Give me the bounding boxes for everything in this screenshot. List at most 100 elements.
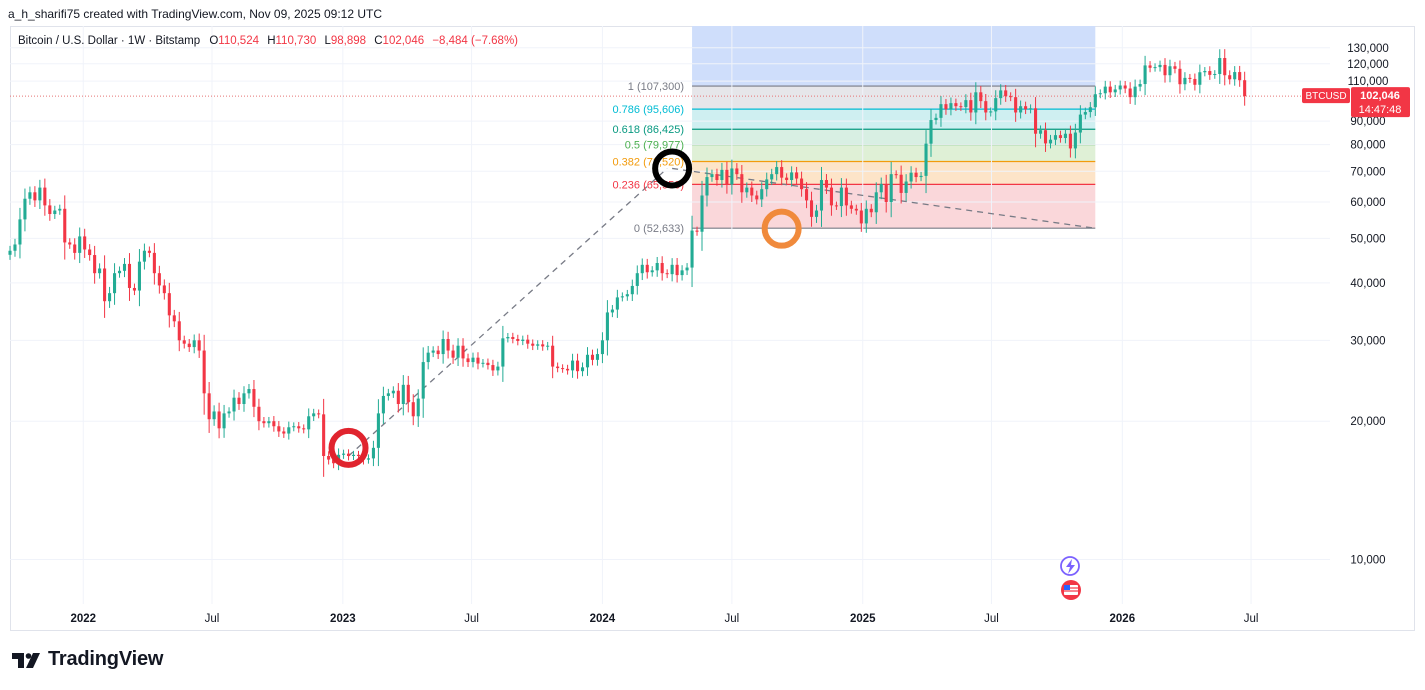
candle-body (1193, 78, 1197, 85)
candle-body (1178, 68, 1182, 85)
grid-lines (10, 26, 1330, 604)
candle-body (416, 398, 420, 417)
candle-body (571, 360, 575, 371)
close-label: C (374, 35, 383, 47)
candle-body (252, 389, 256, 407)
candle-body (1233, 72, 1237, 80)
candle-body (1168, 66, 1172, 76)
candle-body (122, 263, 127, 271)
y-tick-label: 60,000 (1350, 197, 1385, 209)
candle-body (859, 210, 863, 224)
candle-body (655, 263, 659, 271)
candle-body (720, 169, 724, 181)
candle-body (476, 357, 480, 364)
candle-body (202, 350, 206, 394)
tradingview-logo[interactable]: TradingView (12, 648, 163, 671)
fibonacci-retracement[interactable] (692, 26, 1096, 229)
candle-body (680, 270, 684, 276)
candle-body (351, 454, 356, 456)
candle-body (765, 179, 769, 190)
candle-body (914, 172, 918, 178)
y-tick-label: 90,000 (1350, 116, 1385, 128)
candle-body (376, 413, 380, 448)
fib-level-label: 1 (107,300) (628, 81, 684, 93)
candle-body (541, 344, 545, 347)
x-tick-label: Jul (725, 613, 740, 625)
candle-body (1053, 135, 1058, 140)
candle-body (1153, 67, 1157, 69)
candle-body (685, 267, 689, 271)
candle-body (690, 230, 694, 268)
candle-body (551, 345, 555, 367)
candle-body (615, 297, 619, 310)
fib-level-label: 0.786 (95,606) (612, 104, 684, 116)
price-axis[interactable]: 10,000 20,000 30,000 40,000 50,000 60,000 70,0… (1347, 43, 1389, 567)
candle-body (1243, 80, 1247, 97)
x-tick-label: Jul (1244, 613, 1259, 625)
candle-body (800, 178, 804, 190)
candle-body (426, 352, 430, 363)
candle-body (809, 200, 814, 217)
candle-body (1073, 132, 1077, 149)
candle-body (989, 111, 993, 113)
candle-body (954, 103, 958, 107)
candle-body (162, 285, 166, 294)
candle-body (805, 189, 809, 201)
candle-body (1148, 65, 1152, 68)
fib-level-label: 0 (52,633) (634, 223, 684, 235)
candle-body (391, 390, 395, 394)
candle-body (526, 339, 530, 344)
candle-body (302, 428, 306, 430)
candle-body (695, 230, 699, 232)
candle-body (451, 350, 455, 358)
candle-body (675, 264, 679, 276)
fib-zone (692, 26, 1096, 87)
candle-body (1078, 114, 1082, 133)
fib-level-label: 0.618 (86,425) (612, 124, 684, 136)
candle-body (212, 411, 216, 420)
candle-body (491, 365, 495, 371)
candle-body (272, 421, 276, 427)
candle-body (1088, 107, 1092, 113)
ticker-tag-text: BTCUSD (1305, 91, 1346, 102)
y-tick-label: 40,000 (1350, 278, 1385, 290)
candle-body (630, 285, 634, 295)
candle-body (237, 397, 241, 405)
candle-body (874, 192, 878, 213)
candle-body (381, 395, 385, 414)
candle-body (1058, 135, 1062, 139)
circle-markers[interactable] (328, 148, 802, 468)
bolt-icon (1066, 559, 1075, 574)
candle-body (396, 390, 400, 405)
candle-body (710, 174, 714, 178)
candle-body (38, 187, 42, 201)
y-tick-label: 20,000 (1350, 416, 1385, 428)
open-value: 110,524 (218, 35, 259, 47)
candle-body (735, 168, 739, 175)
x-tick-label: Jul (205, 613, 220, 625)
candle-body (18, 219, 22, 245)
candle-body (1188, 77, 1192, 79)
candle-body (401, 384, 405, 405)
chart-badges[interactable] (1060, 556, 1081, 600)
fib-zone (692, 184, 1096, 229)
candle-body (43, 187, 47, 206)
candle-body (307, 416, 311, 430)
candle-body (132, 287, 137, 291)
candle-body (436, 350, 440, 355)
candle-body (849, 205, 853, 209)
candle-body (182, 340, 186, 344)
candle-body (1158, 64, 1162, 68)
close-value: 102,046 (382, 35, 425, 47)
candle-body (595, 354, 600, 360)
candle-body (924, 143, 928, 176)
candle-body (1118, 85, 1122, 90)
time-axis[interactable]: 2022 Jul 2023 Jul 2024 Jul 2025 Jul 2026 Jul (70, 613, 1258, 625)
candle-body (48, 205, 52, 215)
candle-body (620, 296, 624, 298)
candle-body (312, 413, 316, 417)
x-tick-label: 2026 (1110, 613, 1136, 625)
last-price-tag: BTCUSD 102,046 14:47:48 (1302, 87, 1410, 118)
candle-body (1038, 130, 1043, 134)
